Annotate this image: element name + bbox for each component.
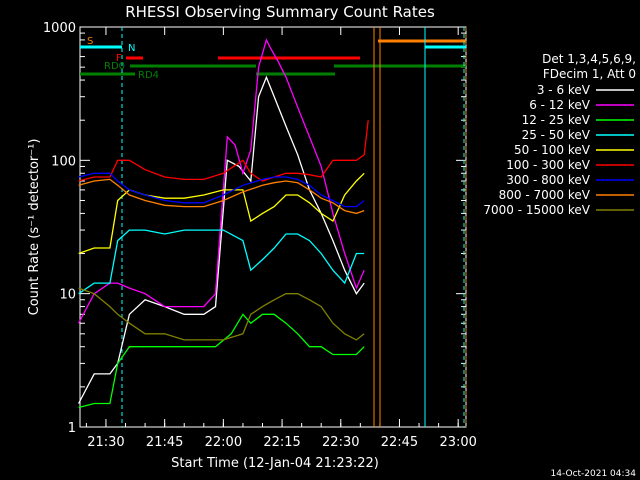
legend: Det 1,3,4,5,6,9, FDecim 1, Att 0 3 - 6 k… bbox=[483, 52, 636, 217]
x-tick-label-4: 22:30 bbox=[322, 435, 359, 450]
series-line-3 bbox=[78, 229, 365, 295]
y-tick-label-2: 100 bbox=[51, 154, 76, 169]
flag-label-f: F bbox=[116, 53, 122, 64]
x-tick-label-0: 21:30 bbox=[87, 435, 124, 450]
series-line-5 bbox=[78, 120, 369, 182]
x-tick-label-6: 23:00 bbox=[439, 435, 476, 450]
y-tick-label-3: 1000 bbox=[43, 21, 76, 36]
legend-label-6: 300 - 800 keV bbox=[506, 173, 590, 187]
series-line-6 bbox=[78, 172, 365, 208]
series-line-7 bbox=[78, 178, 365, 215]
legend-label-2: 12 - 25 keV bbox=[522, 113, 591, 127]
legend-header-1: Det 1,3,4,5,6,9, bbox=[542, 52, 636, 66]
series-line-2 bbox=[78, 313, 365, 409]
flag-label-rd0: RD0 bbox=[104, 61, 125, 72]
flag-label-s: S bbox=[87, 36, 93, 47]
x-axis-label: Start Time (12-Jan-04 21:23:22) bbox=[171, 456, 379, 471]
legend-label-8: 7000 - 15000 keV bbox=[483, 203, 590, 217]
legend-label-3: 25 - 50 keV bbox=[522, 128, 591, 142]
x-tick-label-5: 22:45 bbox=[381, 435, 418, 450]
y-axis-label: Count Rate (s⁻¹ detector⁻¹) bbox=[27, 139, 42, 316]
series-line-8 bbox=[78, 287, 365, 341]
axes: 21:30 21:45 22:00 22:15 22:30 22:45 23:00 1 10 10… bbox=[43, 21, 477, 450]
series-line-0 bbox=[78, 75, 365, 404]
legend-label-0: 3 - 6 keV bbox=[537, 83, 591, 97]
chart-title: RHESSI Observing Summary Count Rates bbox=[125, 3, 435, 21]
y-tick-label-0: 1 bbox=[68, 421, 76, 436]
plot-frame bbox=[79, 26, 467, 428]
x-tick-label-3: 22:15 bbox=[263, 435, 300, 450]
x-tick-label-2: 22:00 bbox=[205, 435, 242, 450]
legend-label-7: 800 - 7000 keV bbox=[499, 188, 591, 202]
y-tick-label-1: 10 bbox=[59, 288, 76, 303]
flag-label-n: N bbox=[128, 43, 135, 54]
legend-label-1: 6 - 12 keV bbox=[529, 98, 591, 112]
legend-label-4: 50 - 100 keV bbox=[514, 143, 591, 157]
x-tick-label-1: 21:45 bbox=[146, 435, 183, 450]
flag-label-rd4: RD4 bbox=[138, 70, 159, 81]
footer-date: 14-Oct-2021 04:34 bbox=[551, 469, 637, 479]
series-line-4 bbox=[78, 172, 365, 255]
legend-label-5: 100 - 300 keV bbox=[506, 158, 590, 172]
series-line-1 bbox=[78, 38, 365, 324]
series-lines bbox=[78, 38, 369, 409]
legend-header-2: FDecim 1, Att 0 bbox=[543, 67, 636, 81]
